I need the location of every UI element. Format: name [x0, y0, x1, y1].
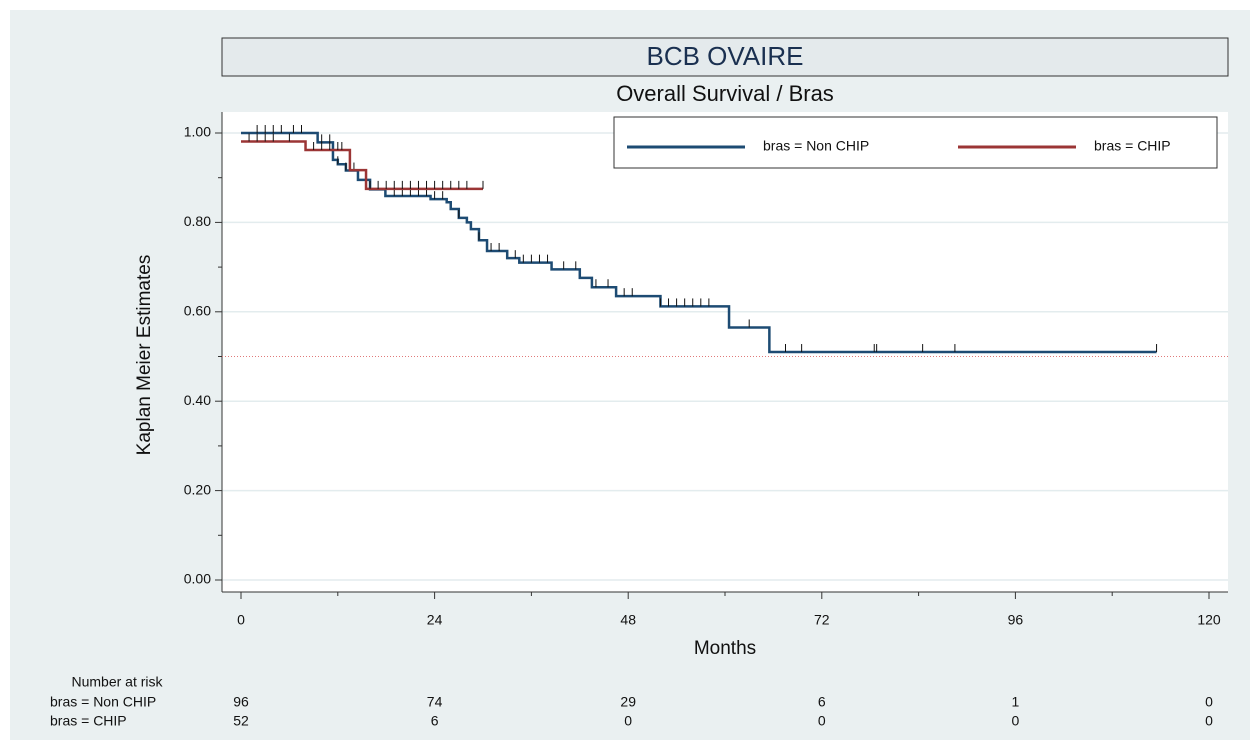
x-axis-label: Months: [694, 638, 756, 659]
risk-count: 29: [620, 694, 636, 710]
legend-label: bras = CHIP: [1094, 138, 1171, 154]
x-tick-label: 72: [814, 612, 830, 628]
y-tick-label: 1.00: [184, 124, 211, 140]
risk-row-label: bras = CHIP: [50, 713, 127, 729]
survival-curve: [241, 140, 483, 191]
risk-count: 0: [818, 713, 826, 729]
title-box: [221, 37, 1229, 77]
risk-count: 96: [233, 694, 249, 710]
risk-count: 0: [1012, 713, 1020, 729]
risk-count: 6: [431, 713, 439, 729]
risk-count: 74: [427, 694, 443, 710]
x-tick-label: 120: [1197, 612, 1221, 628]
y-tick-label: 0.00: [184, 571, 211, 587]
risk-row-label: bras = Non CHIP: [50, 694, 156, 710]
risk-count: 0: [1205, 694, 1213, 710]
survival-curve: [241, 131, 1157, 354]
x-tick-label: 0: [237, 612, 245, 628]
y-tick-label: 0.80: [184, 213, 211, 229]
risk-count: 1: [1012, 694, 1020, 710]
legend-label: bras = Non CHIP: [763, 138, 869, 154]
chart-subtitle: Overall Survival / Bras: [616, 81, 834, 106]
x-tick-label: 48: [620, 612, 636, 628]
risk-table-title: Number at risk: [71, 674, 163, 690]
y-tick-label: 0.40: [184, 392, 211, 408]
risk-count: 0: [624, 713, 632, 729]
risk-count: 6: [818, 694, 826, 710]
x-tick-label: 96: [1008, 612, 1024, 628]
chart-title: BCB OVAIRE: [646, 41, 803, 71]
legend-box: [613, 116, 1218, 169]
y-tick-label: 0.60: [184, 303, 211, 319]
y-tick-label: 0.20: [184, 481, 211, 497]
x-tick-label: 24: [427, 612, 443, 628]
risk-count: 0: [1205, 713, 1213, 729]
y-axis-label: Kaplan Meier Estimates: [134, 255, 155, 456]
risk-count: 52: [233, 713, 249, 729]
